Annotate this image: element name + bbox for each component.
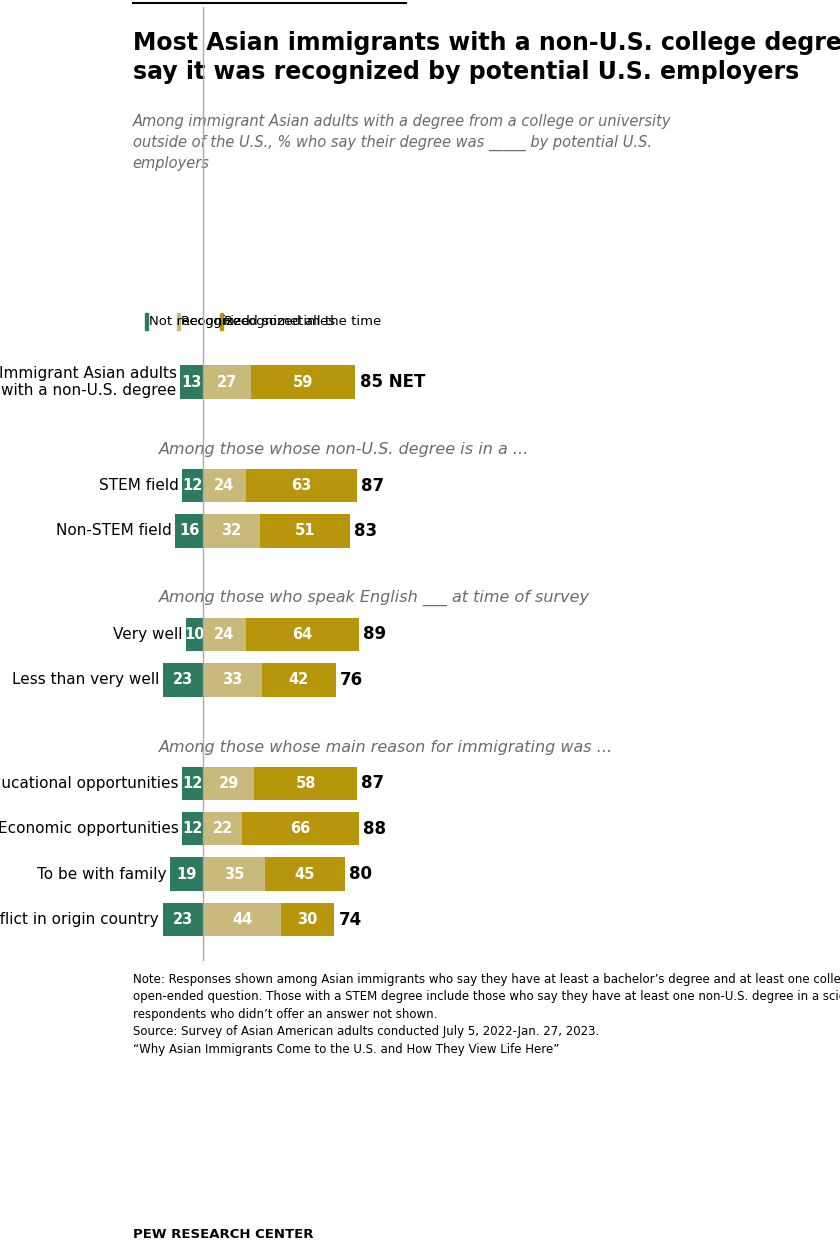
Text: Note: Responses shown among Asian immigrants who say they have at least a bachel: Note: Responses shown among Asian immigr… [133,972,840,1056]
Text: Economic opportunities: Economic opportunities [0,821,179,836]
Text: 58: 58 [296,776,316,791]
Text: 12: 12 [182,478,202,492]
Bar [203,812,242,845]
Text: 87: 87 [361,476,385,495]
Text: 12: 12 [182,776,202,791]
Text: Non-STEM field: Non-STEM field [55,524,171,539]
Text: 44: 44 [232,912,252,928]
Bar [145,312,148,330]
Text: 59: 59 [293,375,313,390]
Bar [175,514,203,548]
Text: To be with family: To be with family [37,866,166,881]
Text: 19: 19 [176,866,197,881]
Bar [203,618,245,651]
Bar [245,469,357,502]
Text: 83: 83 [354,522,377,540]
Text: 63: 63 [291,478,312,492]
Bar [251,365,355,399]
Text: 23: 23 [173,912,193,928]
Text: Conflict in origin country: Conflict in origin country [0,912,159,928]
Bar [281,902,334,936]
Text: 89: 89 [363,625,386,644]
Text: 16: 16 [179,524,199,539]
Text: 76: 76 [340,671,363,689]
Bar [203,662,261,696]
Bar [261,662,336,696]
Bar [265,858,344,891]
Bar [203,365,251,399]
Bar [260,514,350,548]
Text: Most Asian immigrants with a non-U.S. college degree
say it was recognized by po: Most Asian immigrants with a non-U.S. co… [133,31,840,84]
Text: Among those whose non-U.S. degree is in a ...: Among those whose non-U.S. degree is in … [159,441,529,456]
Text: 23: 23 [173,672,193,688]
Bar [182,766,203,800]
Text: 42: 42 [288,672,309,688]
Text: 88: 88 [363,820,386,838]
Text: 51: 51 [295,524,315,539]
Bar [203,902,281,936]
Text: Among immigrant Asian adults with a degree from a college or university
outside : Among immigrant Asian adults with a degr… [133,115,671,171]
Bar [177,312,180,330]
Text: 80: 80 [349,865,372,882]
Bar [203,514,260,548]
Text: 32: 32 [222,524,242,539]
Text: 64: 64 [292,628,312,642]
Text: 13: 13 [181,375,202,390]
Bar [186,618,203,651]
Text: STEM field: STEM field [98,478,179,492]
Text: Among those who speak English ___ at time of survey: Among those who speak English ___ at tim… [159,590,590,606]
Text: 66: 66 [291,821,311,836]
Bar [163,902,203,936]
Text: Less than very well: Less than very well [12,672,159,688]
Bar [245,618,359,651]
Text: 35: 35 [224,866,244,881]
Text: 74: 74 [339,910,362,929]
Text: 85 NET: 85 NET [360,372,425,391]
Text: PEW RESEARCH CENTER: PEW RESEARCH CENTER [133,1228,313,1241]
Text: Not recognized: Not recognized [149,315,249,328]
Text: Very well: Very well [113,628,182,642]
Text: 30: 30 [297,912,318,928]
Text: 45: 45 [295,866,315,881]
Bar [182,812,203,845]
Bar [203,469,245,502]
Bar [203,766,255,800]
Bar [255,766,357,800]
Text: 33: 33 [223,672,243,688]
Text: Among those whose main reason for immigrating was ...: Among those whose main reason for immigr… [159,740,613,755]
Bar [203,858,265,891]
Bar [242,812,359,845]
Text: Immigrant Asian adults
with a non-U.S. degree: Immigrant Asian adults with a non-U.S. d… [0,366,176,399]
Text: 12: 12 [182,821,202,836]
Text: Educational opportunities: Educational opportunities [0,776,179,791]
Text: 29: 29 [218,776,239,791]
Bar [163,662,203,696]
Text: 10: 10 [184,628,205,642]
Bar [170,858,203,891]
Text: 27: 27 [217,375,237,390]
Text: Recognized sometimes: Recognized sometimes [181,315,335,328]
Text: 24: 24 [214,478,234,492]
Text: Recognized all the time: Recognized all the time [224,315,381,328]
Text: 87: 87 [361,774,385,792]
Text: 24: 24 [214,628,234,642]
Bar [182,469,203,502]
Text: 22: 22 [213,821,233,836]
Bar [220,312,223,330]
Bar [181,365,203,399]
